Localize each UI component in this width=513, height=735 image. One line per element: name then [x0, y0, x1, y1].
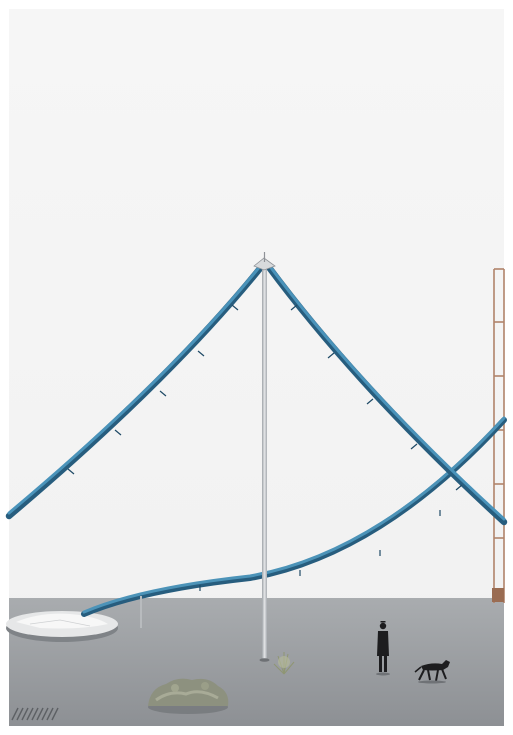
shrub [148, 678, 229, 714]
right-cable-ribbon [264, 262, 508, 526]
ribbon-joints [67, 304, 463, 591]
wooden-frame [492, 268, 505, 603]
person-figure [376, 621, 390, 676]
dog-figure [414, 660, 450, 684]
small-plant [273, 652, 295, 675]
floor-plane [9, 598, 504, 726]
central-mast [253, 252, 276, 662]
disc-platform [6, 611, 118, 642]
hatch-mark [11, 707, 59, 721]
left-cable-ribbon [5, 262, 266, 520]
